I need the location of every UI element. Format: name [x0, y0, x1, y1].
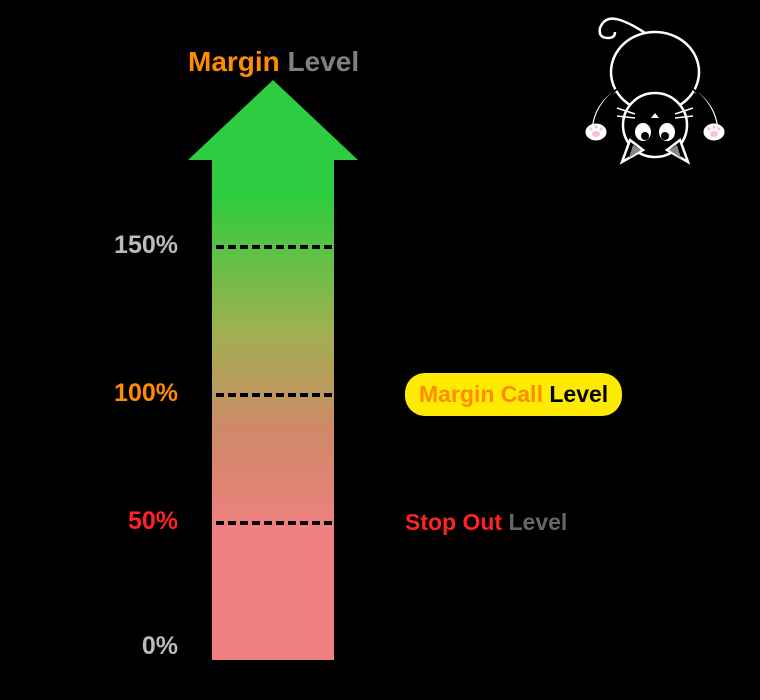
percent-label: 50%	[78, 507, 178, 536]
label-part: Stop Out	[405, 509, 502, 535]
percent-label: 150%	[78, 231, 178, 260]
label-part: Level	[502, 509, 567, 535]
percent-label: 100%	[78, 379, 178, 408]
arrow-body	[212, 155, 334, 660]
arrow-head	[188, 80, 358, 160]
level-right-label: Stop Out Level	[405, 509, 567, 536]
level-line	[192, 393, 392, 397]
margin-arrow	[188, 80, 358, 660]
cat-icon	[575, 10, 735, 170]
title-suffix: Level	[280, 46, 359, 77]
percent-label: 0%	[78, 632, 178, 661]
level-right-label: Margin Call Level	[405, 373, 622, 416]
label-part: Margin Call	[419, 381, 543, 407]
label-part: Level	[543, 381, 608, 407]
chart-title: Margin Level	[188, 46, 359, 78]
level-line	[192, 521, 392, 525]
title-prefix: Margin	[188, 46, 280, 77]
level-line	[192, 245, 392, 249]
